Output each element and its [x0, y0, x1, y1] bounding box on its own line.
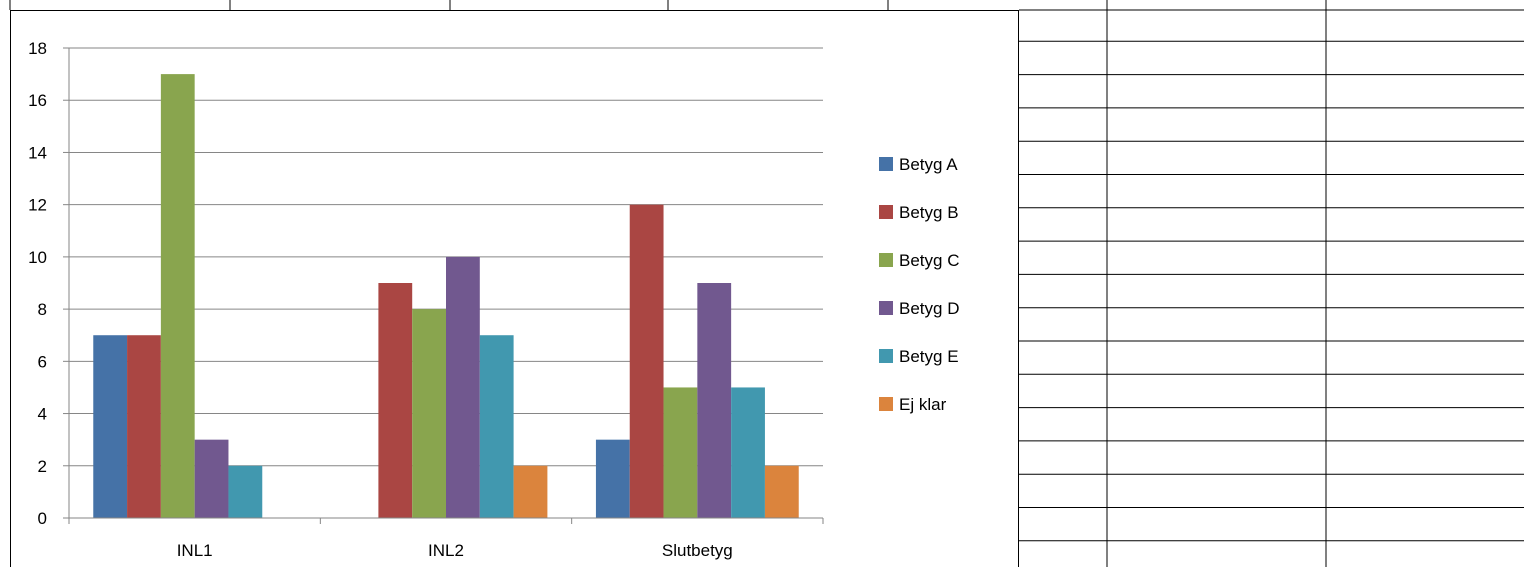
bar	[629, 204, 664, 518]
bar	[194, 439, 229, 518]
bar	[160, 74, 195, 518]
axes: 0 2 4 6 8 10 12 14 16 18 INL1 INL2 Slutbetyg	[28, 39, 824, 560]
bar	[93, 335, 128, 518]
x-tick-label: INL2	[428, 541, 464, 560]
y-tick-label: 14	[28, 143, 47, 162]
legend-entry: Betyg A	[899, 155, 958, 174]
bar	[127, 335, 161, 518]
legend-swatch	[879, 349, 893, 363]
y-tick-label: 16	[28, 91, 47, 110]
bars	[93, 74, 799, 518]
x-tick-label: Slutbetyg	[662, 541, 733, 560]
legend-swatch	[879, 301, 893, 315]
bar	[378, 283, 413, 518]
legend-swatch	[879, 397, 893, 411]
bar	[764, 465, 799, 518]
bar	[228, 465, 263, 518]
bar	[731, 387, 765, 518]
legend-entry: Betyg D	[899, 299, 959, 318]
legend-entry: Betyg B	[899, 203, 959, 222]
bar	[412, 309, 446, 518]
y-tick-label: 18	[28, 39, 47, 58]
legend-swatch	[879, 157, 893, 171]
legend-swatch	[879, 253, 893, 267]
legend-entry: Betyg E	[899, 347, 959, 366]
legend: Betyg A Betyg B Betyg C Betyg D Betyg E Ej kl…	[879, 155, 959, 414]
bar-chart: 0 2 4 6 8 10 12 14 16 18 INL1 INL2 Slutbetyg Betyg A…	[28, 39, 959, 560]
y-tick-label: 4	[38, 405, 47, 424]
y-tick-label: 0	[38, 509, 47, 528]
y-tick-label: 8	[38, 300, 47, 319]
bar	[513, 465, 548, 518]
y-tick-label: 10	[28, 248, 47, 267]
legend-entry: Betyg C	[899, 251, 959, 270]
legend-swatch	[879, 205, 893, 219]
bar	[663, 387, 698, 518]
x-tick-label: INL1	[177, 541, 213, 560]
bar	[446, 256, 480, 518]
bar	[479, 335, 514, 518]
bar	[595, 439, 630, 518]
bar	[697, 283, 732, 518]
y-tick-label: 2	[38, 457, 47, 476]
y-tick-label: 6	[38, 352, 47, 371]
legend-entry: Ej klar	[899, 395, 947, 414]
y-tick-label: 12	[28, 196, 47, 215]
chart-container[interactable]: 0 2 4 6 8 10 12 14 16 18 INL1 INL2 Slutbetyg Betyg A…	[10, 10, 1019, 567]
